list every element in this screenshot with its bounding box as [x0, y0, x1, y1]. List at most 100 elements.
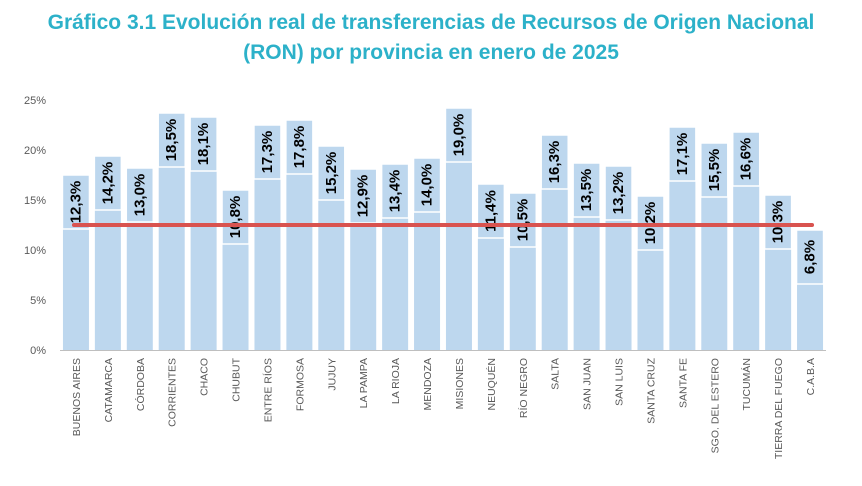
data-label-text: 13,2%	[610, 172, 627, 215]
data-label-text: 14,0%	[419, 164, 436, 207]
data-label-text: 6,8%	[802, 240, 819, 274]
data-label: 18,5%	[157, 112, 186, 168]
bar	[669, 179, 696, 350]
bar	[158, 165, 185, 350]
data-label-text: 15,5%	[706, 149, 723, 192]
data-label-text: 10,8%	[227, 196, 244, 239]
category-label: SAN JUAN	[582, 358, 594, 410]
bar	[190, 169, 217, 350]
y-tick-label: 15%	[24, 195, 46, 207]
data-label: 17,3%	[253, 124, 282, 180]
category-label: SAN LUIS	[614, 358, 626, 406]
data-label-box	[157, 112, 186, 168]
category-label: TUCUMÁN	[740, 358, 753, 411]
data-label-box	[412, 157, 442, 213]
data-label-text: 12,3%	[67, 181, 84, 224]
data-label: 12,3%	[61, 174, 91, 230]
bar	[94, 208, 121, 350]
data-label: 14,0%	[412, 157, 442, 213]
bar	[254, 177, 281, 350]
y-tick-label: 10%	[24, 245, 46, 257]
category-label: TIERRA DEL FUEGO	[773, 358, 785, 459]
data-label-box	[508, 192, 538, 248]
data-label: 17,8%	[285, 119, 314, 175]
category-label: CORRIENTES	[167, 358, 179, 427]
chart-title-line-1: Gráfico 3.1 Evolución real de transferen…	[47, 11, 815, 34]
data-label-box	[317, 145, 346, 201]
data-label-box	[444, 107, 474, 163]
bar	[701, 195, 728, 350]
bar	[733, 184, 760, 350]
data-label-text: 10,3%	[770, 201, 787, 244]
data-label-text: 13,5%	[578, 169, 595, 212]
bar	[222, 242, 249, 350]
bar	[573, 215, 600, 350]
data-label-box	[61, 174, 91, 230]
y-tick-label: 25%	[24, 95, 46, 107]
data-label: 10,5%	[508, 192, 538, 248]
data-label: 11,4%	[476, 183, 506, 239]
data-label: 17,1%	[668, 126, 697, 182]
data-label-text: 10,5%	[514, 199, 531, 242]
data-label: 12,9%	[348, 168, 378, 224]
data-label-box	[125, 167, 155, 223]
data-label: 13,5%	[572, 162, 601, 218]
bar	[541, 187, 568, 350]
category-label: SGO. DEL ESTERO	[709, 358, 721, 453]
category-label: MISIONES	[454, 358, 466, 409]
data-label-box	[380, 163, 410, 219]
data-label-text: 11,4%	[482, 190, 499, 232]
data-label: 19,0%	[444, 107, 474, 163]
category-label: CHUBUT	[231, 357, 243, 401]
data-label-text: 19,0%	[450, 114, 467, 157]
data-labels: 12,3% 14,2% 13,0% 18,5% 18,1% 10,8% 17,3% 17,8%…	[61, 107, 825, 285]
data-label: 14,2%	[93, 155, 123, 211]
data-label: 13,0%	[125, 167, 155, 223]
bar	[382, 216, 409, 350]
category-label: JUJUY	[326, 358, 338, 391]
data-label-box	[795, 229, 825, 285]
chart-title: Gráfico 3.1 Evolución real de transferen…	[0, 8, 862, 68]
category-label: BUENOS AIRES	[71, 358, 83, 436]
data-label: 10,3%	[763, 194, 793, 250]
bar	[318, 198, 345, 350]
category-label: FORMOSA	[294, 358, 306, 411]
category-label: SANTA CRUZ	[645, 357, 657, 423]
data-label-box	[763, 194, 793, 250]
bar	[126, 220, 153, 350]
category-label: LA PAMPA	[358, 358, 370, 408]
category-label: MENDOZA	[422, 358, 434, 411]
bar	[637, 248, 664, 350]
category-label: NEUQUÉN	[485, 358, 498, 411]
data-label-box	[476, 183, 506, 239]
chart-title-line-2: (RON) por provincia en enero de 2025	[243, 41, 619, 64]
bar	[286, 172, 313, 350]
data-label-text: 13,4%	[387, 170, 404, 213]
category-label: CATAMARCA	[103, 358, 115, 422]
data-label-text: 12,9%	[355, 175, 372, 218]
category-label: C.A.B.A	[805, 358, 817, 395]
data-label: 13,2%	[604, 165, 633, 221]
data-label-box	[285, 119, 314, 175]
bar	[350, 221, 377, 350]
data-label-text: 17,8%	[291, 126, 308, 169]
data-label: 6,8%	[795, 229, 825, 285]
data-label: 10,8%	[221, 189, 250, 245]
data-label: 16,6%	[731, 131, 761, 187]
data-label-box	[572, 162, 601, 218]
data-label: 15,5%	[700, 142, 729, 198]
category-label: ENTRE RÍOS	[261, 358, 274, 422]
data-label-text: 13,0%	[131, 174, 148, 217]
bar	[62, 227, 89, 350]
y-tick-label: 0%	[30, 345, 46, 357]
data-label-box	[731, 131, 761, 187]
category-label: CHACO	[199, 358, 211, 396]
y-tick-label: 5%	[30, 295, 46, 307]
category-label: LA RIOJA	[390, 358, 402, 404]
category-label: RÍO NEGRO	[517, 358, 530, 418]
data-label-box	[93, 155, 123, 211]
category-label: SANTA FE	[677, 358, 689, 408]
bar	[414, 210, 441, 350]
data-label-box	[253, 124, 282, 180]
